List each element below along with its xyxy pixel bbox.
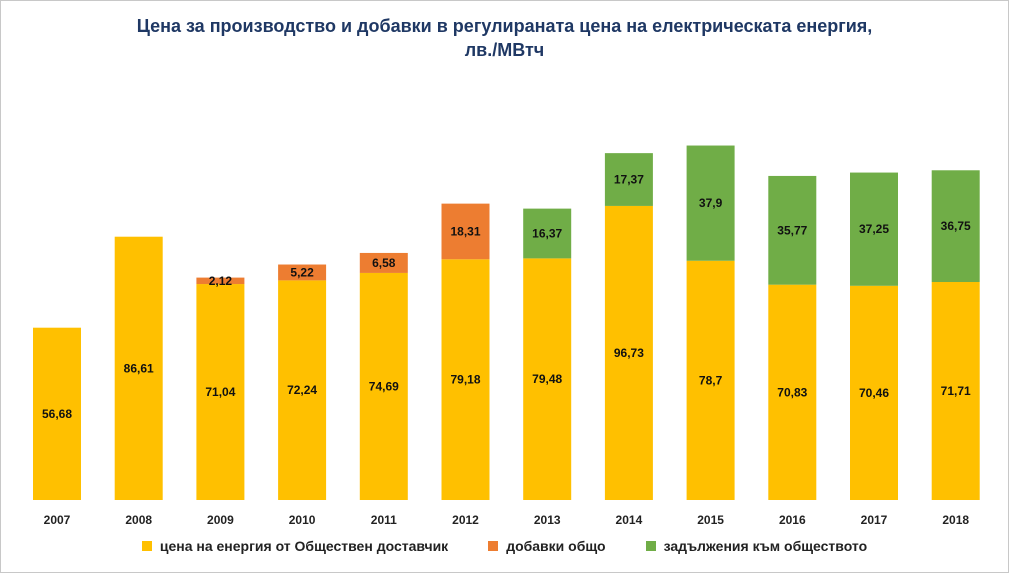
legend-swatch-public-obligations xyxy=(645,541,656,551)
bar-public-supplier-2009 xyxy=(196,284,245,500)
legend-swatch-public-supplier xyxy=(141,541,152,551)
data-label-public-obligations-2016: 35,77 xyxy=(777,223,807,237)
bar-public-supplier-2015 xyxy=(686,260,735,500)
x-tick-2017: 2017 xyxy=(861,513,888,527)
x-tick-2011: 2011 xyxy=(371,513,397,527)
bar-additions-2010 xyxy=(278,264,327,281)
legend-label-public-obligations: задължения към обществото xyxy=(663,538,868,554)
x-tick-2015: 2015 xyxy=(697,513,724,527)
data-label-additions-2009: 2,12 xyxy=(209,274,233,288)
bar-public-supplier-2018 xyxy=(931,282,980,500)
data-label-public-supplier-2009: 71,04 xyxy=(205,385,235,399)
bar-public-supplier-2008 xyxy=(114,236,163,500)
bar-additions-2009 xyxy=(196,277,245,285)
legend-item-public-supplier: цена на енергия от Обществен доставчик xyxy=(141,538,449,554)
bar-public-supplier-2016 xyxy=(768,284,817,500)
chart-legend: цена на енергия от Обществен доставчик д… xyxy=(0,538,1009,554)
chart-title-line2: лв./МВтч xyxy=(464,40,545,60)
data-label-public-obligations-2014: 17,37 xyxy=(614,173,644,187)
data-label-public-supplier-2017: 70,46 xyxy=(859,386,889,400)
data-label-additions-2010: 5,22 xyxy=(290,265,314,279)
bar-public-supplier-2017 xyxy=(850,285,898,500)
x-tick-2010: 2010 xyxy=(289,513,316,527)
data-label-public-obligations-2017: 37,25 xyxy=(859,222,889,236)
bar-public-obligations-2016 xyxy=(768,175,817,285)
data-label-public-supplier-2014: 96,73 xyxy=(614,346,644,360)
data-label-additions-2012: 18,31 xyxy=(450,224,480,238)
data-label-public-supplier-2015: 78,7 xyxy=(699,373,723,387)
data-label-public-obligations-2013: 16,37 xyxy=(532,226,562,240)
bar-public-supplier-2014 xyxy=(604,205,653,500)
data-label-public-obligations-2015: 37,9 xyxy=(699,196,723,210)
data-label-public-obligations-2018: 36,75 xyxy=(941,219,971,233)
legend-item-public-obligations: задължения към обществото xyxy=(645,538,868,554)
bar-additions-2011 xyxy=(359,252,408,273)
bar-public-obligations-2014 xyxy=(604,153,653,206)
chart-title: Цена за производство и добавки в регулир… xyxy=(0,14,1009,62)
bar-public-obligations-2017 xyxy=(850,172,898,286)
bar-public-obligations-2013 xyxy=(523,208,572,259)
data-label-public-supplier-2008: 86,61 xyxy=(124,361,154,375)
data-label-public-supplier-2011: 74,69 xyxy=(369,379,399,393)
x-tick-2012: 2012 xyxy=(452,513,479,527)
bar-public-supplier-2013 xyxy=(523,258,572,500)
x-tick-2008: 2008 xyxy=(125,513,152,527)
data-label-additions-2011: 6,58 xyxy=(372,256,396,270)
data-label-public-supplier-2012: 79,18 xyxy=(450,373,480,387)
data-label-public-supplier-2018: 71,71 xyxy=(941,384,971,398)
data-label-public-supplier-2013: 79,48 xyxy=(532,372,562,386)
bar-public-supplier-2010 xyxy=(278,280,327,500)
data-label-public-supplier-2010: 72,24 xyxy=(287,383,317,397)
x-tick-2007: 2007 xyxy=(44,513,71,527)
x-tick-2013: 2013 xyxy=(534,513,561,527)
bar-public-supplier-2011 xyxy=(359,272,408,500)
x-tick-2018: 2018 xyxy=(942,513,969,527)
legend-label-public-supplier: цена на енергия от Обществен доставчик xyxy=(159,538,449,554)
x-tick-2009: 2009 xyxy=(207,513,234,527)
bar-additions-2012 xyxy=(441,203,490,260)
x-tick-2014: 2014 xyxy=(616,513,643,527)
legend-swatch-additions xyxy=(488,541,499,551)
bar-public-supplier-2012 xyxy=(441,259,490,500)
x-tick-2016: 2016 xyxy=(779,513,806,527)
bar-public-obligations-2015 xyxy=(686,145,735,261)
chart-title-line1: Цена за производство и добавки в регулир… xyxy=(136,16,873,36)
legend-item-additions: добавки общо xyxy=(488,538,606,554)
bar-public-obligations-2018 xyxy=(931,170,980,283)
bar-public-supplier-2007 xyxy=(33,327,81,500)
data-label-public-supplier-2007: 56,68 xyxy=(42,407,72,421)
data-label-public-supplier-2016: 70,83 xyxy=(777,385,807,399)
legend-label-additions: добавки общо xyxy=(506,538,606,554)
